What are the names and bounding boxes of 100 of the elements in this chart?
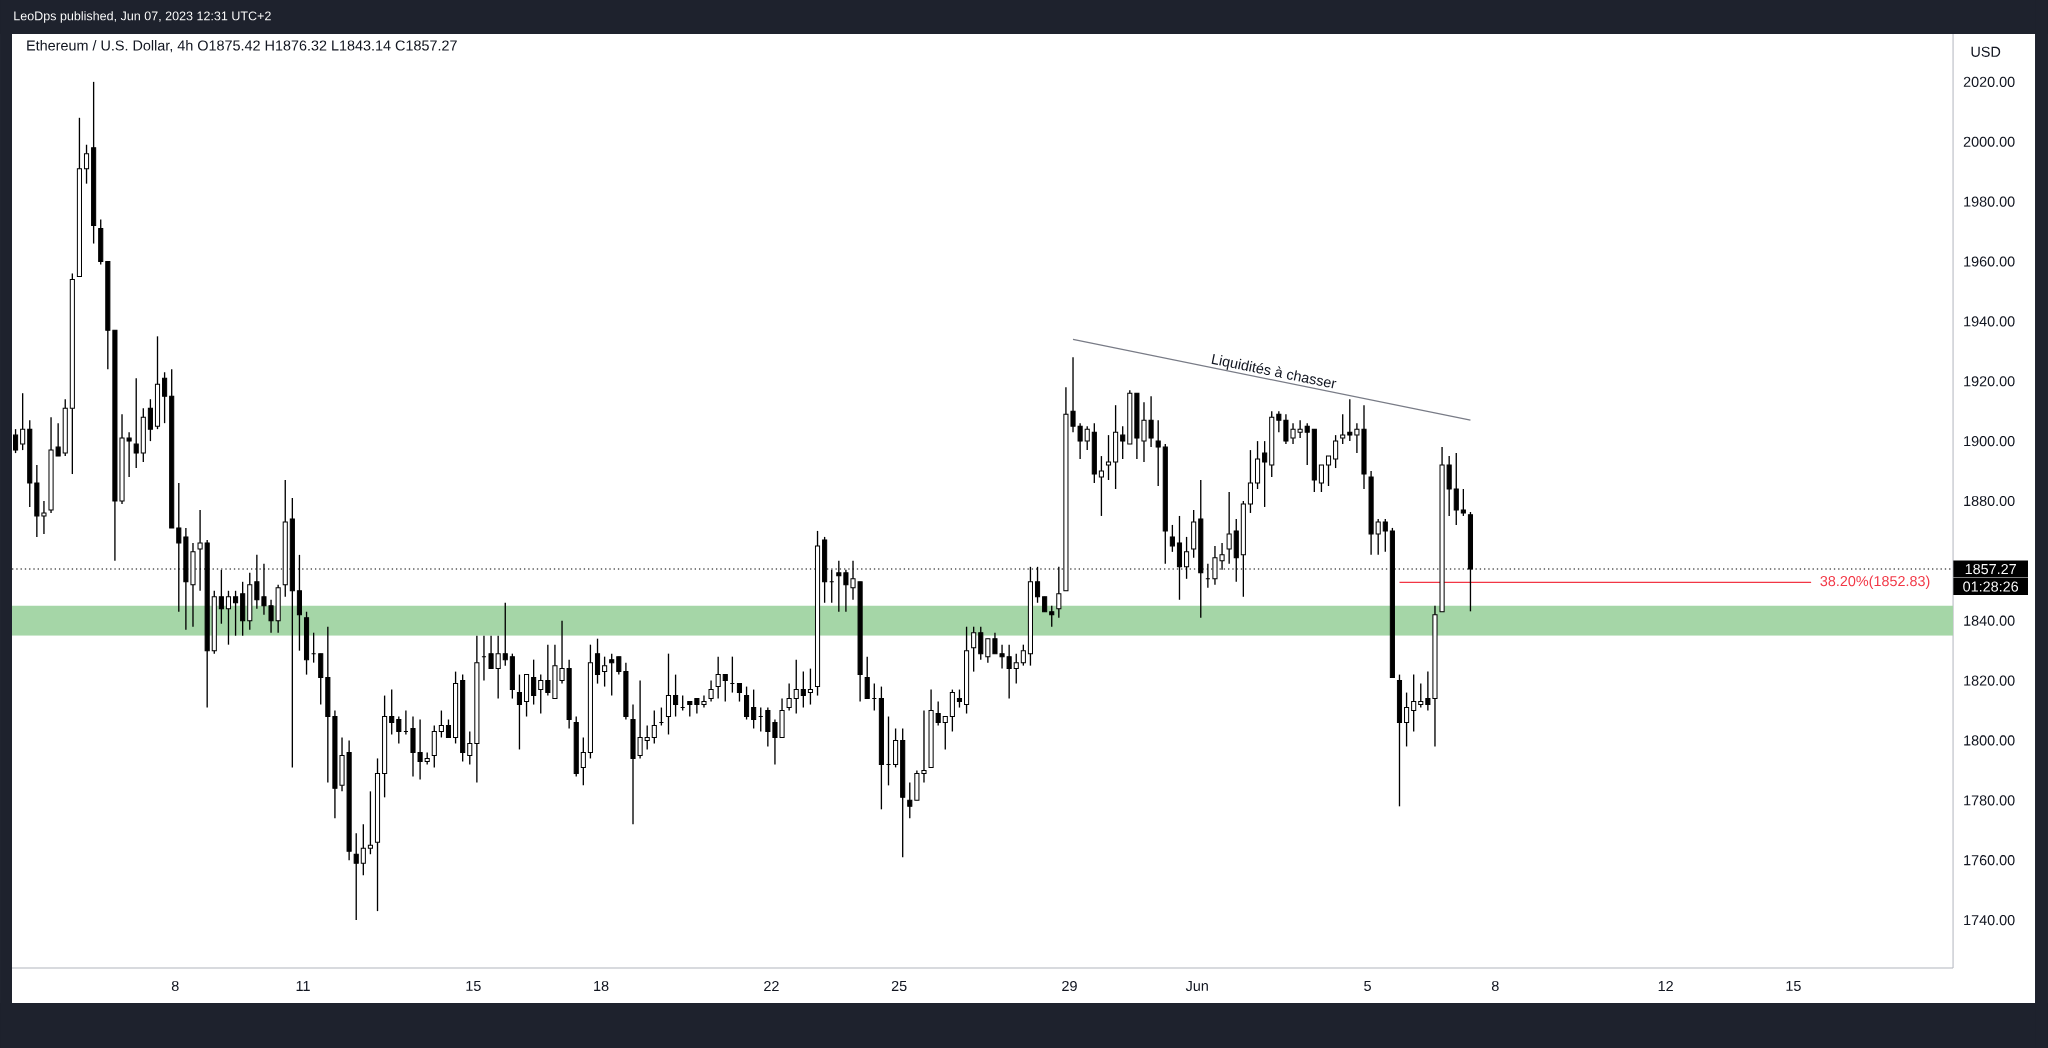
- candlestick: [396, 715, 402, 745]
- candlestick: [353, 832, 359, 921]
- candlestick: [1105, 434, 1112, 481]
- candlestick: [1120, 425, 1126, 460]
- x-tick-label: 12: [1658, 980, 1673, 992]
- series-label: 38.20%(1852.83): [1820, 575, 1930, 590]
- candlestick: [609, 652, 615, 697]
- candlestick: [800, 670, 806, 709]
- y-tick-label: 1900.00: [1964, 436, 2015, 447]
- candlestick: [1049, 605, 1055, 628]
- annotation: Liquidités à chasser: [1211, 353, 1337, 389]
- candlestick: [1325, 455, 1332, 487]
- candlestick: [516, 673, 523, 751]
- candlestick: [893, 727, 899, 769]
- candlestick: [360, 823, 366, 876]
- candlestick: [1340, 413, 1346, 445]
- candlestick: [1254, 440, 1261, 490]
- y-tick-label: 1820.00: [1964, 675, 2015, 686]
- candlestick: [949, 688, 955, 733]
- candlestick: [751, 688, 757, 730]
- candlestick: [665, 652, 672, 736]
- candlestick: [1318, 464, 1324, 493]
- candlestick: [531, 658, 537, 706]
- y-axis-title: USD: [1971, 46, 2001, 57]
- x-tick-label: 15: [466, 980, 481, 992]
- y-tick-label: 1940.00: [1964, 316, 2015, 327]
- candlestick: [1247, 449, 1254, 514]
- candlestick: [438, 709, 444, 739]
- candlestick: [978, 626, 984, 661]
- candlestick: [807, 667, 813, 706]
- candlestick: [722, 673, 728, 703]
- candlestick: [708, 679, 714, 703]
- candlestick: [1176, 515, 1183, 601]
- candlestick: [744, 685, 750, 721]
- candlestick: [296, 554, 302, 652]
- candlestick: [1411, 673, 1417, 733]
- candlestick: [1013, 652, 1019, 685]
- candlestick: [907, 781, 913, 819]
- candlestick: [1460, 488, 1466, 517]
- candlestick: [1056, 566, 1062, 619]
- candlestick: [1404, 691, 1410, 748]
- chart-subtitle: LeoDps published, Jun 07, 2023 12:31 UTC+2: [14, 11, 271, 23]
- y-tick-label: 1980.00: [1964, 196, 2015, 207]
- candlestick: [1084, 425, 1090, 451]
- x-tick-label: 18: [594, 980, 609, 992]
- candlestick: [673, 673, 679, 718]
- y-tick-label: 1800.00: [1964, 735, 2015, 746]
- candlestick: [502, 602, 508, 667]
- candlestick: [13, 428, 19, 454]
- x-tick-label: Jun: [1185, 980, 1208, 992]
- candlestick: [318, 652, 324, 706]
- candlestick: [1262, 440, 1268, 508]
- candlestick: [651, 709, 657, 745]
- candlestick: [1382, 518, 1388, 553]
- y-tick-label: 1840.00: [1964, 615, 2015, 626]
- candlestick: [225, 590, 232, 646]
- candlestick: [793, 658, 799, 715]
- y-tick-label: 1920.00: [1964, 376, 2015, 387]
- ref-line-label: 1857.27: [1965, 563, 2016, 575]
- candlestick: [1333, 434, 1339, 469]
- candlestick: [594, 638, 601, 685]
- y-tick-label: 1760.00: [1964, 855, 2015, 866]
- candlestick: [1226, 491, 1232, 565]
- candlestick: [786, 682, 792, 712]
- candlestick: [1020, 644, 1026, 667]
- candlestick: [1453, 452, 1459, 526]
- candlestick: [942, 715, 948, 751]
- candlestick: [538, 673, 544, 715]
- candlestick: [147, 398, 153, 442]
- candlestick: [467, 730, 473, 766]
- x-tick-label: 5: [1364, 980, 1371, 992]
- y-tick-label: 2000.00: [1963, 136, 2015, 147]
- candlestick: [1169, 524, 1175, 553]
- x-tick-label: 11: [296, 981, 310, 991]
- candlestick: [1155, 419, 1161, 487]
- x-tick-label: 8: [1491, 980, 1499, 992]
- y-tick-label: 1960.00: [1964, 256, 2015, 267]
- candlestick: [580, 736, 586, 787]
- chart-title: Ethereum / U.S. Dollar, 4h O1875.42 H1876.32 L1843.14 C1857.27: [27, 40, 457, 53]
- x-tick-label: 8: [171, 980, 179, 992]
- candlestick: [1304, 422, 1310, 466]
- candlestick: [367, 790, 373, 855]
- candlestick: [133, 377, 139, 469]
- y-tick-label: 1880.00: [1964, 495, 2015, 507]
- text: 01:28:26: [1963, 581, 2019, 592]
- x-tick-label: 29: [1062, 980, 1077, 992]
- candlestick: [83, 144, 90, 185]
- candlestick: [162, 371, 168, 424]
- candlestick: [864, 655, 870, 700]
- y-tick-label: 1780.00: [1964, 795, 2015, 806]
- candlestick: [1418, 682, 1424, 709]
- candlestick: [389, 688, 395, 736]
- candlestick: [971, 626, 977, 673]
- candlestick: [218, 569, 224, 625]
- y-tick-label: 1740.00: [1964, 914, 2015, 926]
- x-tick-label: 22: [764, 980, 779, 992]
- candlestick: [602, 655, 608, 688]
- candlestick: [233, 590, 239, 637]
- candlestick: [20, 392, 26, 451]
- y-tick-label: 2020.00: [1963, 76, 2015, 87]
